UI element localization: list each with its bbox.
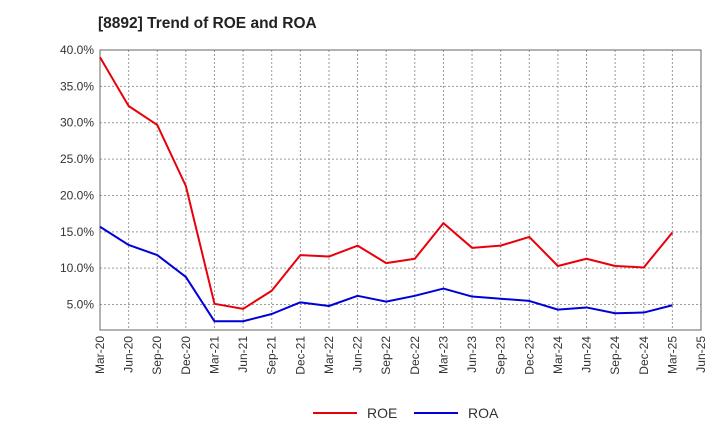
x-tick-label: Mar-21 bbox=[207, 336, 221, 374]
x-tick-label: Sep-23 bbox=[494, 336, 508, 375]
y-tick-label: 30.0% bbox=[60, 116, 94, 130]
x-tick-label: Dec-20 bbox=[179, 336, 193, 375]
y-tick-label: 10.0% bbox=[60, 261, 94, 275]
x-tick-label: Sep-24 bbox=[608, 336, 622, 375]
x-tick-label: Mar-20 bbox=[93, 336, 107, 374]
y-tick-label: 20.0% bbox=[60, 188, 94, 202]
x-tick-label: Dec-22 bbox=[408, 336, 422, 375]
x-tick-label: Jun-23 bbox=[465, 336, 479, 373]
x-tick-label: Jun-22 bbox=[351, 336, 365, 373]
x-tick-label: Sep-22 bbox=[379, 336, 393, 375]
y-tick-label: 25.0% bbox=[60, 152, 94, 166]
x-tick-label: Dec-21 bbox=[293, 336, 307, 375]
x-tick-label: Mar-24 bbox=[551, 336, 565, 374]
x-tick-label: Sep-20 bbox=[150, 336, 164, 375]
x-tick-label: Dec-23 bbox=[522, 336, 536, 375]
plot-area-frame bbox=[99, 49, 702, 331]
x-tick-label: Mar-22 bbox=[322, 336, 336, 374]
legend-item-roe: ROE bbox=[313, 405, 397, 421]
legend-swatch-roa bbox=[414, 412, 458, 414]
legend-label-roe: ROE bbox=[367, 405, 398, 421]
x-tick-label: Jun-24 bbox=[580, 336, 594, 373]
y-tick-label: 15.0% bbox=[60, 225, 94, 239]
y-tick-label: 40.0% bbox=[60, 43, 94, 57]
legend-label-roa: ROA bbox=[468, 405, 499, 421]
x-tick-label: Mar-23 bbox=[436, 336, 450, 374]
legend-item-roa: ROA bbox=[414, 405, 498, 421]
x-tick-label: Jun-21 bbox=[236, 336, 250, 373]
legend-swatch-roe bbox=[313, 412, 357, 414]
x-tick-label: Jun-20 bbox=[122, 336, 136, 373]
chart-legend: ROE ROA bbox=[0, 405, 720, 425]
x-tick-label: Jun-25 bbox=[694, 336, 708, 373]
y-tick-label: 5.0% bbox=[67, 298, 95, 312]
x-tick-label: Mar-25 bbox=[665, 336, 679, 374]
x-tick-label: Sep-21 bbox=[265, 336, 279, 375]
x-tick-label: Dec-24 bbox=[637, 336, 651, 375]
chart-title: [8892] Trend of ROE and ROA bbox=[98, 15, 317, 32]
y-tick-label: 35.0% bbox=[60, 79, 94, 93]
